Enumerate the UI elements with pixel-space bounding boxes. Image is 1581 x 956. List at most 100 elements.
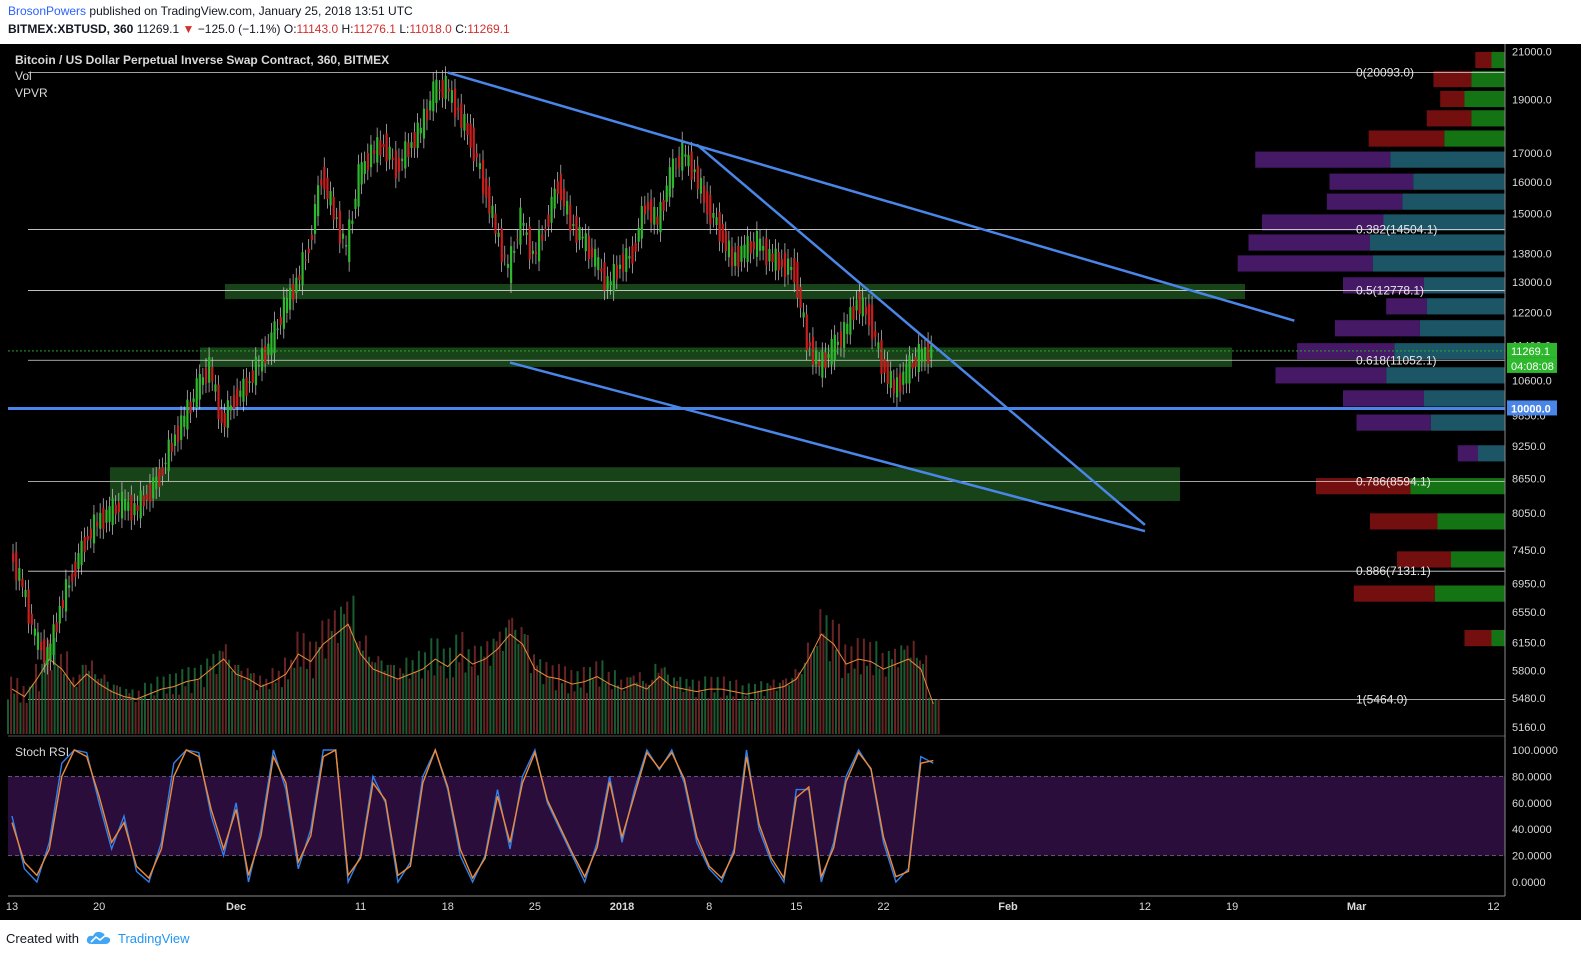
trendline[interactable]: [695, 143, 1146, 526]
volume-bar: [529, 673, 532, 734]
low-value: 11018.0: [409, 22, 452, 36]
candle-body: [575, 215, 578, 243]
candle-body: [740, 245, 743, 262]
candle-body: [646, 202, 650, 211]
candle-body: [478, 163, 482, 169]
volume-bar: [187, 667, 190, 734]
volume-bar: [56, 666, 59, 734]
trendline[interactable]: [509, 361, 1146, 533]
volume-bar: [931, 701, 934, 734]
candle-body: [771, 253, 774, 263]
candle-body: [251, 370, 254, 383]
candle-body: [385, 133, 388, 162]
volume-bar: [589, 667, 591, 734]
volume-bar: [315, 641, 318, 734]
volume-bar: [461, 631, 464, 734]
volume-bar: [215, 674, 218, 734]
candle-body: [198, 373, 201, 400]
vpvr-bar-up: [1390, 151, 1505, 168]
candle-body: [485, 178, 488, 199]
volume-bar: [810, 654, 812, 734]
volume-bar: [31, 683, 34, 734]
volume-bar: [539, 659, 542, 734]
volume-bar: [383, 670, 386, 734]
candle-body: [83, 537, 86, 553]
volume-bar: [480, 646, 483, 734]
volume-bar: [707, 698, 710, 734]
volume-bar: [50, 670, 53, 734]
time-axis-tick: 13: [6, 901, 18, 913]
open-label: O:: [283, 22, 297, 36]
vpvr-bar-up: [1386, 367, 1505, 384]
author-link[interactable]: BrosonPowers: [8, 4, 87, 18]
volume-bar: [498, 631, 501, 734]
volume-bar: [610, 689, 613, 734]
candle-body: [391, 157, 394, 160]
volume-bar: [514, 629, 517, 734]
candle-body: [821, 351, 824, 378]
volume-bar: [355, 642, 358, 734]
vpvr-bar-down: [1433, 71, 1472, 88]
candle-body: [793, 258, 796, 283]
volume-bar: [452, 677, 455, 734]
candle-body: [52, 624, 55, 656]
candle-body: [295, 277, 298, 294]
trendline[interactable]: [447, 71, 1295, 322]
volume-bar: [660, 668, 663, 734]
candle-body: [282, 296, 285, 329]
candle-body: [341, 233, 345, 239]
stoch-axis-tick: 80.0000: [1512, 771, 1552, 783]
vpvr-bar-up: [1410, 478, 1505, 495]
volume-bar: [757, 690, 760, 734]
candle-body: [394, 150, 398, 179]
volume-bar: [508, 619, 511, 734]
volume-bar: [28, 686, 31, 734]
time-axis-tick: 11: [355, 901, 366, 913]
candle-body: [354, 198, 357, 209]
vpvr-bar-up: [1478, 445, 1505, 462]
volume-bar: [296, 631, 299, 734]
candle-body: [71, 573, 74, 582]
candle-body: [388, 146, 391, 160]
countdown-badge: [1507, 357, 1557, 373]
volume-bar: [607, 671, 610, 734]
candle-body: [270, 332, 273, 356]
volume-bar: [44, 660, 47, 734]
candle-body: [681, 141, 684, 171]
volume-bar: [694, 697, 697, 734]
volume-bar: [162, 676, 165, 734]
volume-bar: [209, 666, 212, 734]
volume-bar: [131, 689, 134, 734]
candle-body: [404, 141, 407, 169]
volume-bar: [732, 696, 735, 734]
vpvr-bar-down: [1316, 478, 1411, 495]
candle-body: [730, 246, 734, 267]
candle-body: [590, 247, 594, 258]
volume-bar: [203, 687, 206, 734]
time-axis-tick: 15: [790, 901, 802, 913]
volume-bar: [629, 677, 632, 734]
candle-body: [911, 362, 914, 369]
price-chart[interactable]: 0(20093.0) 0.382(14504.1) 0.5(12778.1) 0.61…: [0, 44, 1581, 920]
tradingview-link[interactable]: TradingView: [118, 931, 190, 946]
volume-bar: [470, 666, 473, 734]
volume-bar: [800, 674, 803, 734]
volume-bar: [439, 665, 442, 734]
level-10000-badge-text: 10000.0: [1511, 403, 1551, 415]
candle-body: [815, 350, 818, 365]
candle-body: [889, 370, 892, 388]
volume-bar: [380, 660, 383, 734]
candle-body: [494, 213, 497, 234]
volume-bar: [340, 606, 342, 734]
candle-body: [419, 127, 422, 134]
volume-bar: [523, 633, 526, 734]
volume-bar: [859, 674, 862, 734]
volume-bar: [445, 678, 448, 734]
price-axis-tick: 16000.0: [1512, 177, 1552, 189]
volume-bar: [196, 680, 199, 734]
price-axis-tick: 5160.0: [1512, 722, 1546, 734]
candle-body: [211, 366, 214, 382]
candle-body: [699, 177, 703, 194]
vpvr-bar-up: [1413, 173, 1505, 190]
volume-bar: [794, 669, 797, 734]
